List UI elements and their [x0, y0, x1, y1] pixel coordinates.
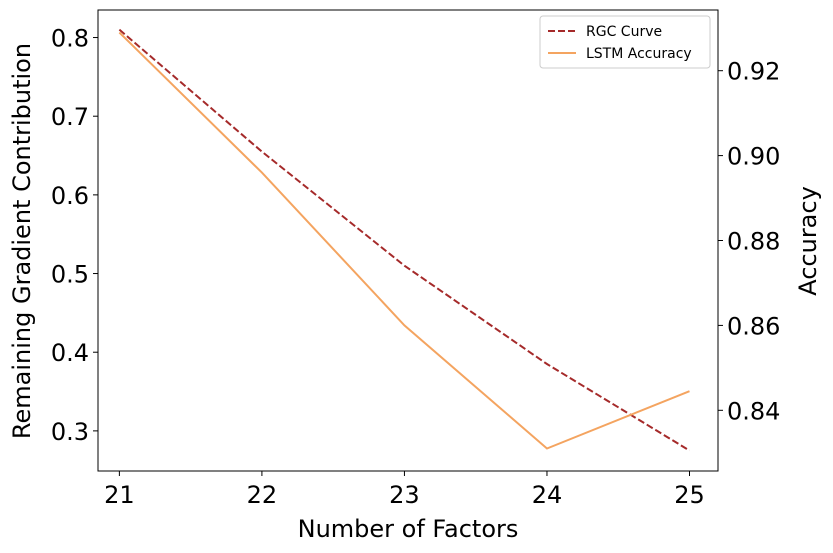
left-y-tick-label: 0.8 — [51, 25, 89, 53]
series-line-lstm-accuracy — [118, 31, 690, 450]
left-y-tick-label: 0.6 — [51, 182, 89, 210]
x-tick-label: 21 — [104, 481, 135, 509]
x-tick-label: 23 — [389, 481, 420, 509]
legend-label: RGC Curve — [586, 24, 662, 40]
left-y-axis-ticks: 0.3 0.4 0.5 0.6 0.7 0.8 — [51, 25, 98, 446]
x-axis-label: Number of Factors — [298, 515, 519, 543]
right-y-tick-label: 0.90 — [727, 143, 780, 171]
left-y-tick-label: 0.3 — [51, 418, 89, 446]
legend-box — [539, 15, 711, 69]
left-y-tick-label: 0.5 — [51, 261, 89, 289]
plot-frame — [97, 9, 719, 472]
x-tick-label: 22 — [247, 481, 278, 509]
right-y-tick-label: 0.92 — [727, 58, 780, 86]
right-y-tick-label: 0.86 — [727, 312, 780, 340]
legend: RGC Curve LSTM Accuracy — [539, 15, 711, 69]
left-y-axis-label: Remaining Gradient Contribution — [8, 43, 36, 439]
x-tick-label: 24 — [532, 481, 563, 509]
left-y-tick-label: 0.7 — [51, 103, 89, 131]
series-layer — [118, 28, 691, 452]
left-y-tick-label: 0.4 — [51, 339, 89, 367]
x-axis-ticks: 21 22 23 24 25 — [104, 471, 705, 509]
legend-label: LSTM Accuracy — [586, 46, 692, 62]
right-y-tick-label: 0.84 — [727, 397, 780, 425]
right-y-axis-label: Accuracy — [794, 186, 822, 296]
series-line-rgc-curve — [118, 28, 691, 452]
right-y-axis-ticks: 0.84 0.86 0.88 0.90 0.92 — [718, 58, 780, 425]
right-y-tick-label: 0.88 — [727, 228, 780, 256]
x-tick-label: 25 — [674, 481, 705, 509]
